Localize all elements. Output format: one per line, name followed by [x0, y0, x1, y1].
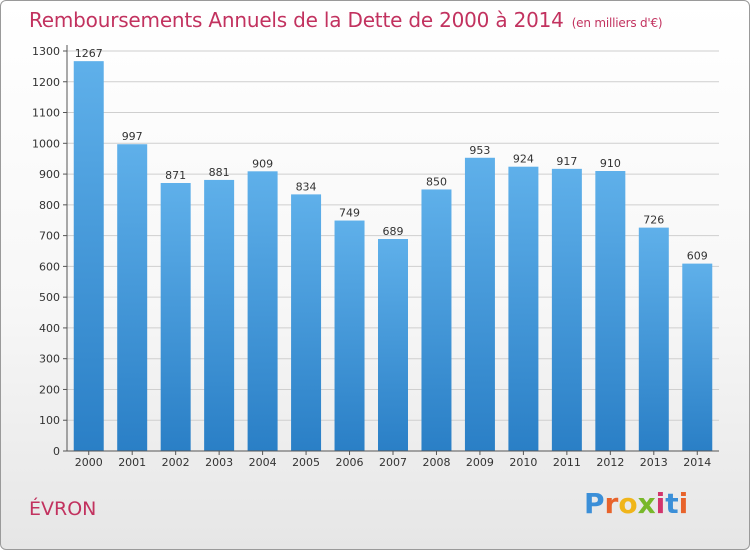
data-label: 910	[600, 157, 621, 170]
bar-2005	[291, 194, 322, 451]
chart-unit-note: (en milliers d'€)	[571, 16, 663, 30]
chart-title-text: Remboursements Annuels de la Dette de 20…	[29, 8, 564, 32]
x-tick-label: 2009	[466, 456, 494, 469]
bar-2011	[551, 168, 582, 451]
y-tick-label: 1300	[32, 45, 60, 58]
bar-2014	[682, 263, 713, 451]
data-label: 689	[383, 225, 404, 238]
y-tick-label: 1100	[32, 107, 60, 120]
data-label: 924	[513, 153, 534, 166]
bar-2000	[73, 61, 104, 452]
x-tick-label: 2005	[292, 456, 320, 469]
x-tick-label: 2004	[249, 456, 277, 469]
bar-2007	[378, 239, 408, 451]
y-tick-label: 0	[53, 445, 60, 458]
x-tick-label: 2006	[336, 456, 364, 469]
data-label: 953	[469, 144, 490, 157]
logo-letter: o	[618, 487, 638, 520]
logo-letter: i	[678, 487, 689, 520]
y-tick-label: 700	[39, 230, 60, 243]
logo-letter: P	[584, 487, 605, 520]
chart-title: Remboursements Annuels de la Dette de 20…	[29, 8, 663, 32]
logo-letter: x	[637, 487, 656, 520]
x-tick-label: 2001	[118, 456, 146, 469]
bar-2008	[421, 189, 452, 451]
y-tick-label: 100	[39, 414, 60, 427]
y-tick-label: 1200	[32, 76, 60, 89]
y-tick-label: 200	[39, 383, 60, 396]
data-label: 1267	[75, 47, 103, 60]
data-labels: 1267 997 871 881 909 834 749 689 850 953 924 917 910…	[75, 47, 708, 262]
bar-2001	[117, 144, 148, 451]
x-tick-label: 2000	[75, 456, 103, 469]
x-tick-label: 2002	[162, 456, 190, 469]
logo-letter: r	[604, 487, 619, 520]
data-label: 850	[426, 175, 447, 188]
data-label: 871	[165, 169, 186, 182]
x-tick-label: 2011	[553, 456, 581, 469]
bar-2010	[508, 166, 539, 451]
commune-name: ÉVRON	[29, 498, 97, 520]
axes: 0 100 200 300 400 500 600 700 800 900 1000 1100 1200…	[32, 45, 719, 469]
x-tick-label: 2008	[422, 456, 450, 469]
y-tick-label: 300	[39, 353, 60, 366]
data-label: 609	[687, 250, 708, 263]
logo-letter: t	[665, 487, 679, 520]
bar-2003	[204, 179, 235, 451]
y-tick-label: 600	[39, 260, 60, 273]
bar-2013	[638, 227, 669, 451]
data-label: 909	[252, 157, 273, 170]
y-tick-label: 900	[39, 168, 60, 181]
proxiti-logo: Proxiti	[584, 487, 688, 520]
y-tick-label: 1000	[32, 137, 60, 150]
x-tick-label: 2007	[379, 456, 407, 469]
data-label: 881	[209, 166, 230, 179]
x-tick-label: 2014	[683, 456, 711, 469]
bar-2006	[334, 220, 365, 451]
data-label: 834	[296, 180, 317, 193]
data-label: 726	[643, 214, 664, 227]
bars	[73, 61, 713, 452]
y-tick-label: 400	[39, 322, 60, 335]
y-tick-label: 800	[39, 199, 60, 212]
data-label: 917	[556, 155, 577, 168]
bar-2012	[595, 171, 626, 451]
bar-2004	[247, 171, 278, 452]
bar-2002	[160, 183, 191, 451]
x-tick-label: 2003	[205, 456, 233, 469]
bar-2009	[464, 157, 495, 451]
x-tick-label: 2012	[596, 456, 624, 469]
y-tick-label: 500	[39, 291, 60, 304]
logo-letter: i	[655, 487, 666, 520]
data-label: 997	[122, 130, 143, 143]
data-label: 749	[339, 207, 360, 220]
x-tick-label: 2010	[509, 456, 537, 469]
x-tick-label: 2013	[640, 456, 668, 469]
